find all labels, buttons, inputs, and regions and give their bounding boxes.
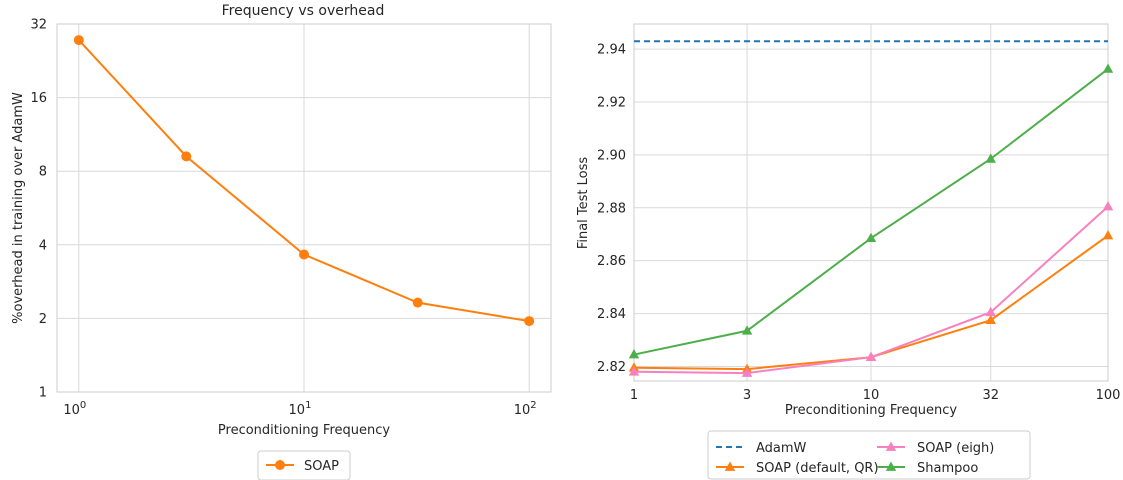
loss-data-point-shampoo [741, 325, 753, 335]
loss-x-tick-label: 32 [982, 388, 999, 403]
overhead-x-tick-base: 10 [289, 403, 306, 418]
overhead-x-tick-exponent: 1 [305, 400, 311, 411]
overhead-x-tick-base: 10 [63, 403, 80, 418]
overhead-y-tick-label: 4 [39, 238, 47, 253]
loss-x-tick-label: 1 [630, 388, 638, 403]
overhead-data-point [299, 249, 309, 260]
overhead-y-tick-label: 16 [30, 91, 47, 106]
overhead-y-tick-label: 32 [30, 18, 47, 33]
loss-legend-swatch-marker-soap-default-qr [724, 461, 736, 471]
loss-data-point-shampoo [865, 232, 877, 243]
overhead-legend: SOAP [257, 450, 351, 480]
overhead-y-tick-label: 2 [39, 312, 47, 327]
loss-legend-label-soap-default-qr: SOAP (default, QR) [756, 461, 879, 476]
loss-data-point-soap-default-qr [985, 314, 996, 325]
loss-y-tick-label: 2.92 [597, 96, 626, 111]
loss-y-axis-label: Final Test Loss [576, 157, 591, 250]
overhead-legend-label: SOAP [304, 459, 339, 474]
loss-legend-label-adamw: AdamW [756, 441, 807, 456]
overhead-chart: Frequency vs overhead 100 101 10212481632 … [11, 3, 552, 480]
loss-data-point-soap-eigh [741, 367, 753, 377]
loss-y-tick-label: 2.82 [597, 360, 626, 375]
loss-data-point-soap-eigh [628, 366, 640, 376]
loss-y-tick-label: 2.88 [597, 201, 626, 216]
overhead-x-axis-label: Preconditioning Frequency [218, 423, 390, 438]
overhead-chart-title: Frequency vs overhead [222, 3, 385, 19]
loss-x-tick-label: 3 [743, 388, 751, 403]
overhead-y-tick-label: 8 [39, 165, 47, 180]
loss-data-point-soap-eigh [1102, 200, 1114, 211]
loss-y-tick-label: 2.94 [597, 43, 626, 58]
overhead-x-tick-label: 102 [514, 400, 537, 418]
overhead-x-tick-base: 10 [514, 403, 531, 418]
loss-x-tick-label: 100 [1096, 388, 1121, 403]
loss-chart: 1 3 10 32 100 2.82 2.84 2.86 2.88 2.90 2.92 2.94 Pr… [576, 23, 1121, 480]
loss-data-point-shampoo [1102, 63, 1114, 73]
overhead-legend-box [257, 450, 351, 480]
loss-y-tick-label: 2.84 [597, 307, 626, 322]
overhead-data-point [524, 316, 535, 327]
loss-data-point-shampoo [985, 153, 996, 163]
loss-data-point-shampoo [628, 349, 640, 359]
overhead-data-point [181, 151, 192, 162]
loss-legend-swatch-marker-shampoo [885, 461, 897, 471]
overhead-x-tick-exponent: 2 [530, 400, 536, 411]
loss-x-axis-label: Preconditioning Frequency [785, 403, 957, 418]
overhead-plot-area [56, 23, 552, 393]
overhead-data-point [73, 35, 84, 46]
overhead-y-tick-label: 1 [39, 386, 47, 401]
loss-legend: AdamW SOAP (default, QR) SOAP (eigh) Shampo… [707, 430, 1031, 480]
overhead-y-axis-label: %overhead in training over AdamW [11, 92, 26, 324]
overhead-data-point [412, 297, 423, 308]
loss-y-tick-label: 2.86 [597, 254, 626, 269]
overhead-x-tick-label: 101 [289, 400, 312, 418]
overhead-x-tick-exponent: 0 [80, 400, 86, 411]
loss-y-tick-label: 2.90 [597, 148, 626, 163]
loss-legend-label-soap-eigh: SOAP (eigh) [917, 441, 994, 456]
overhead-x-tick-label: 100 [63, 400, 86, 418]
loss-data-point-soap-default-qr [1102, 230, 1114, 240]
loss-data-point-soap-eigh [985, 306, 996, 317]
loss-x-tick-label: 10 [863, 388, 880, 403]
loss-legend-label-shampoo: Shampoo [917, 461, 978, 476]
overhead-legend-swatch-marker [275, 460, 285, 470]
loss-legend-swatch-marker-soap-eigh [885, 441, 897, 451]
loss-legend-box [707, 430, 1031, 480]
loss-data-point-soap-eigh [865, 351, 877, 362]
